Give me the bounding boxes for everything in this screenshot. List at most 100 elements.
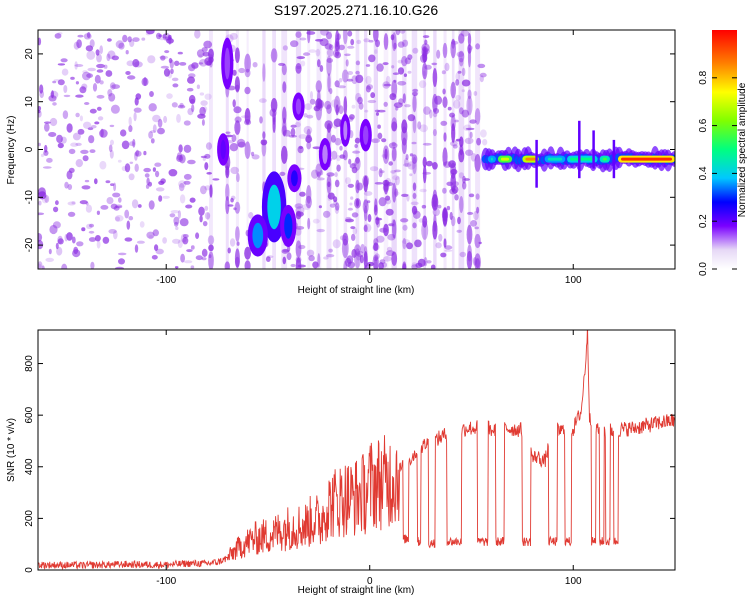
noise-blob <box>66 232 73 241</box>
noise-blob <box>346 78 354 82</box>
noise-blob <box>178 183 185 192</box>
noise-blob <box>124 163 131 173</box>
noise-blob <box>82 70 88 74</box>
streak-blob <box>209 59 213 68</box>
noise-blob <box>386 246 393 252</box>
feature-core <box>363 125 369 145</box>
noise-blob <box>303 125 313 135</box>
noise-blob <box>367 99 377 104</box>
noise-blob <box>163 115 168 124</box>
noise-blob <box>368 39 374 43</box>
noise-blob <box>345 257 352 267</box>
noise-blob <box>236 172 240 183</box>
noise-blob <box>201 119 205 126</box>
noise-blob <box>150 138 155 144</box>
noise-blob <box>40 153 45 158</box>
streak-blob <box>372 256 380 269</box>
snr-y-axis-label: SNR (10 * v/v) <box>6 418 17 482</box>
noise-blob <box>75 159 84 168</box>
noise-blob <box>173 216 180 225</box>
streak-blob <box>391 121 398 132</box>
streak-blob <box>234 76 240 93</box>
noise-blob <box>359 255 364 264</box>
noise-blob <box>67 201 76 206</box>
streak-blob <box>432 162 438 170</box>
noise-blob <box>333 118 342 127</box>
noise-blob <box>195 232 200 239</box>
streak-blob <box>234 248 240 269</box>
noise-blob <box>63 85 68 93</box>
noise-blob <box>281 248 289 254</box>
noise-blob <box>64 234 68 242</box>
noise-blob <box>44 121 51 124</box>
noise-blob <box>176 154 184 162</box>
noise-blob <box>355 60 361 66</box>
noise-blob <box>212 178 220 181</box>
noise-blob <box>452 144 458 149</box>
noise-blob <box>319 65 324 72</box>
noise-blob <box>405 154 409 161</box>
noise-blob <box>157 118 163 128</box>
noise-blob <box>113 230 118 240</box>
noise-blob <box>318 205 322 209</box>
noise-blob <box>100 128 104 138</box>
y-tick-label: 800 <box>24 355 35 372</box>
noise-blob <box>115 40 124 49</box>
noise-blob <box>197 113 206 119</box>
noise-blob <box>109 124 115 128</box>
noise-blob <box>444 245 453 250</box>
noise-blob <box>319 169 324 176</box>
noise-blob <box>456 229 462 233</box>
noise-blob <box>290 124 297 128</box>
noise-blob <box>152 124 157 133</box>
noise-blob <box>265 256 271 262</box>
noise-blob <box>133 112 137 122</box>
noise-blob <box>87 67 96 72</box>
noise-blob <box>208 254 212 259</box>
spectrogram-background <box>38 30 675 269</box>
y-tick-label: 600 <box>24 406 35 423</box>
streak-blob <box>391 146 397 162</box>
noise-blob <box>378 197 387 207</box>
streak-column <box>295 30 302 269</box>
noise-blob <box>96 240 101 249</box>
spectrogram-y-axis-label: Frequency (Hz) <box>6 116 17 185</box>
streak-blob <box>281 63 287 76</box>
streak-blob <box>391 32 397 52</box>
streak-blob <box>317 171 321 178</box>
noise-blob <box>258 98 267 103</box>
noise-blob <box>188 94 196 104</box>
noise-blob <box>456 51 464 58</box>
noise-blob <box>377 132 383 140</box>
noise-blob <box>158 180 165 185</box>
streak-blob <box>475 193 480 200</box>
noise-blob <box>290 263 296 268</box>
noise-blob <box>422 142 432 146</box>
noise-blob <box>122 34 128 43</box>
noise-blob <box>348 158 352 165</box>
noise-blob <box>89 39 95 48</box>
x-tick-label: -100 <box>156 275 176 286</box>
noise-blob <box>315 39 324 42</box>
streak-blob <box>326 123 332 133</box>
noise-blob <box>179 194 186 204</box>
streak-blob <box>355 157 360 164</box>
noise-blob <box>199 92 205 96</box>
streak-blob <box>326 55 332 76</box>
streak-blob <box>383 33 389 50</box>
noise-blob <box>304 103 313 110</box>
noise-blob <box>308 255 315 262</box>
noise-blob <box>388 142 398 149</box>
noise-blob <box>199 215 203 223</box>
streak-blob <box>401 126 408 146</box>
colorbar-gradient <box>712 30 737 269</box>
noise-blob <box>204 153 211 159</box>
noise-blob <box>328 248 333 253</box>
noise-blob <box>329 88 333 95</box>
streak-blob <box>282 256 287 265</box>
noise-blob <box>124 237 133 242</box>
streak-column <box>468 30 471 269</box>
streak-blob <box>467 244 472 262</box>
noise-blob <box>336 164 341 172</box>
noise-blob <box>374 49 378 54</box>
